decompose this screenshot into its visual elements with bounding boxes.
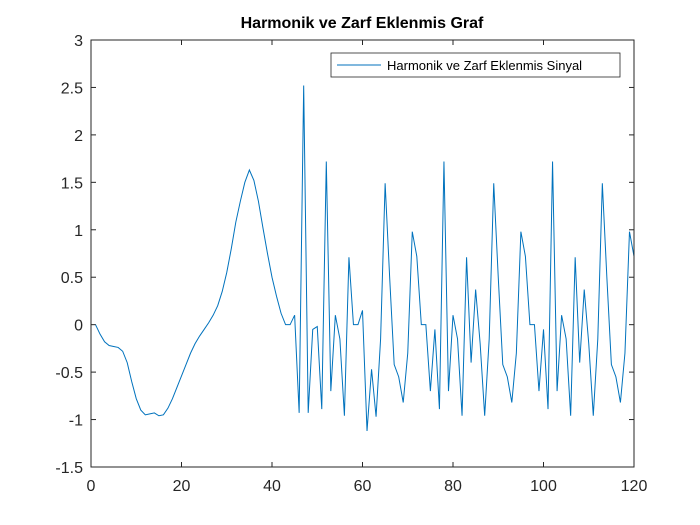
y-tick-label: -1 bbox=[69, 413, 83, 430]
x-tick-label: 40 bbox=[263, 478, 281, 495]
legend-entry-label: Harmonik ve Zarf Eklenmis Sinyal bbox=[387, 58, 582, 73]
y-tick-label: 1.5 bbox=[61, 175, 83, 192]
y-tick-label: 2 bbox=[74, 128, 83, 145]
x-tick-label: 100 bbox=[530, 478, 557, 495]
x-tick-label: 60 bbox=[354, 478, 372, 495]
y-tick-label: 0 bbox=[74, 318, 83, 335]
y-tick-label: 0.5 bbox=[61, 270, 83, 287]
x-tick-labels: 0 20 40 60 80 100 120 bbox=[87, 478, 648, 495]
x-tick-label: 20 bbox=[173, 478, 191, 495]
legend: Harmonik ve Zarf Eklenmis Sinyal bbox=[330, 52, 621, 78]
y-tick-label: 1 bbox=[74, 223, 83, 240]
y-tick-label: 2.5 bbox=[61, 80, 83, 97]
chart-title: Harmonik ve Zarf Eklenmis Graf bbox=[241, 15, 484, 32]
x-tick-label: 0 bbox=[87, 478, 96, 495]
y-tick-labels: -1.5 -1 -0.5 0 0.5 1 1.5 2 2.5 3 bbox=[55, 33, 83, 477]
x-tick-label: 120 bbox=[621, 478, 648, 495]
y-tick-label: 3 bbox=[74, 33, 83, 50]
axes-box bbox=[90, 39, 635, 468]
plot-area bbox=[91, 40, 634, 467]
x-tick-label: 80 bbox=[444, 478, 462, 495]
y-tick-label: -1.5 bbox=[55, 460, 83, 477]
series-line bbox=[95, 85, 635, 431]
y-tick-label: -0.5 bbox=[55, 365, 83, 382]
